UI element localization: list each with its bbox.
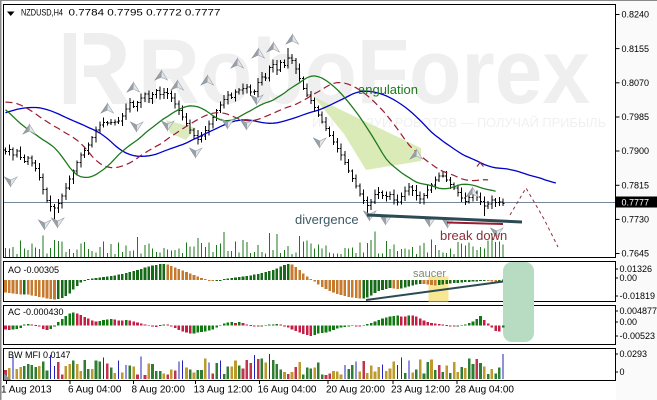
- svg-text:0.01326: 0.01326: [620, 264, 653, 274]
- svg-text:28 Aug 04:00: 28 Aug 04:00: [455, 385, 514, 396]
- svg-text:0.8070: 0.8070: [622, 78, 650, 88]
- svg-text:ИСПОЛЬЗУЙ РОБОТОВ — ПОЛУЧАЙ ПР: ИСПОЛЬЗУЙ РОБОТОВ — ПОЛУЧАЙ ПРИБЫЛЬ: [312, 115, 606, 130]
- svg-text:divergence: divergence: [295, 212, 359, 227]
- svg-text:break down: break down: [440, 228, 507, 243]
- svg-text:NZDUSD,H4: NZDUSD,H4: [21, 8, 63, 18]
- svg-text:6 Aug 04:00: 6 Aug 04:00: [68, 385, 122, 396]
- svg-text:0.7645: 0.7645: [622, 249, 650, 259]
- svg-text:AC -0.000430: AC -0.000430: [8, 307, 64, 317]
- svg-text:0: 0: [620, 367, 625, 377]
- svg-text:-0.00523: -0.00523: [620, 331, 656, 341]
- svg-text:23 Aug 12:00: 23 Aug 12:00: [391, 385, 450, 396]
- svg-text:0.00: 0.00: [620, 273, 638, 283]
- svg-text:AO -0.00305: AO -0.00305: [8, 265, 59, 275]
- svg-text:1 Aug 2013: 1 Aug 2013: [1, 385, 52, 396]
- svg-text:0.8155: 0.8155: [622, 44, 650, 54]
- svg-text:0.7777: 0.7777: [622, 197, 650, 207]
- svg-text:0.7900: 0.7900: [622, 146, 650, 156]
- svg-text:13 Aug 12:00: 13 Aug 12:00: [194, 385, 253, 396]
- svg-text:-0.01819: -0.01819: [620, 291, 656, 301]
- svg-text:0.7730: 0.7730: [622, 215, 650, 225]
- svg-text:R: R: [57, 11, 131, 126]
- svg-text:8 Aug 20:00: 8 Aug 20:00: [132, 385, 186, 396]
- svg-text:0.7985: 0.7985: [622, 112, 650, 122]
- svg-text:BW MFI 0.0147: BW MFI 0.0147: [8, 350, 71, 360]
- svg-text:angulation: angulation: [358, 82, 418, 97]
- svg-text:0.7784 0.7795 0.7772 0.7777: 0.7784 0.7795 0.7772 0.7777: [69, 8, 221, 18]
- svg-text:0.004877: 0.004877: [620, 306, 657, 316]
- svg-text:0.7815: 0.7815: [622, 181, 650, 191]
- svg-text:16 Aug 04:00: 16 Aug 04:00: [258, 385, 317, 396]
- svg-text:0.00: 0.00: [620, 317, 638, 327]
- svg-text:0.8240: 0.8240: [622, 10, 650, 20]
- svg-text:RoboForex: RoboForex: [138, 21, 590, 123]
- svg-text:20 Aug 20:00: 20 Aug 20:00: [326, 385, 385, 396]
- svg-text:0.0293: 0.0293: [620, 349, 648, 359]
- svg-text:saucer: saucer: [413, 268, 446, 280]
